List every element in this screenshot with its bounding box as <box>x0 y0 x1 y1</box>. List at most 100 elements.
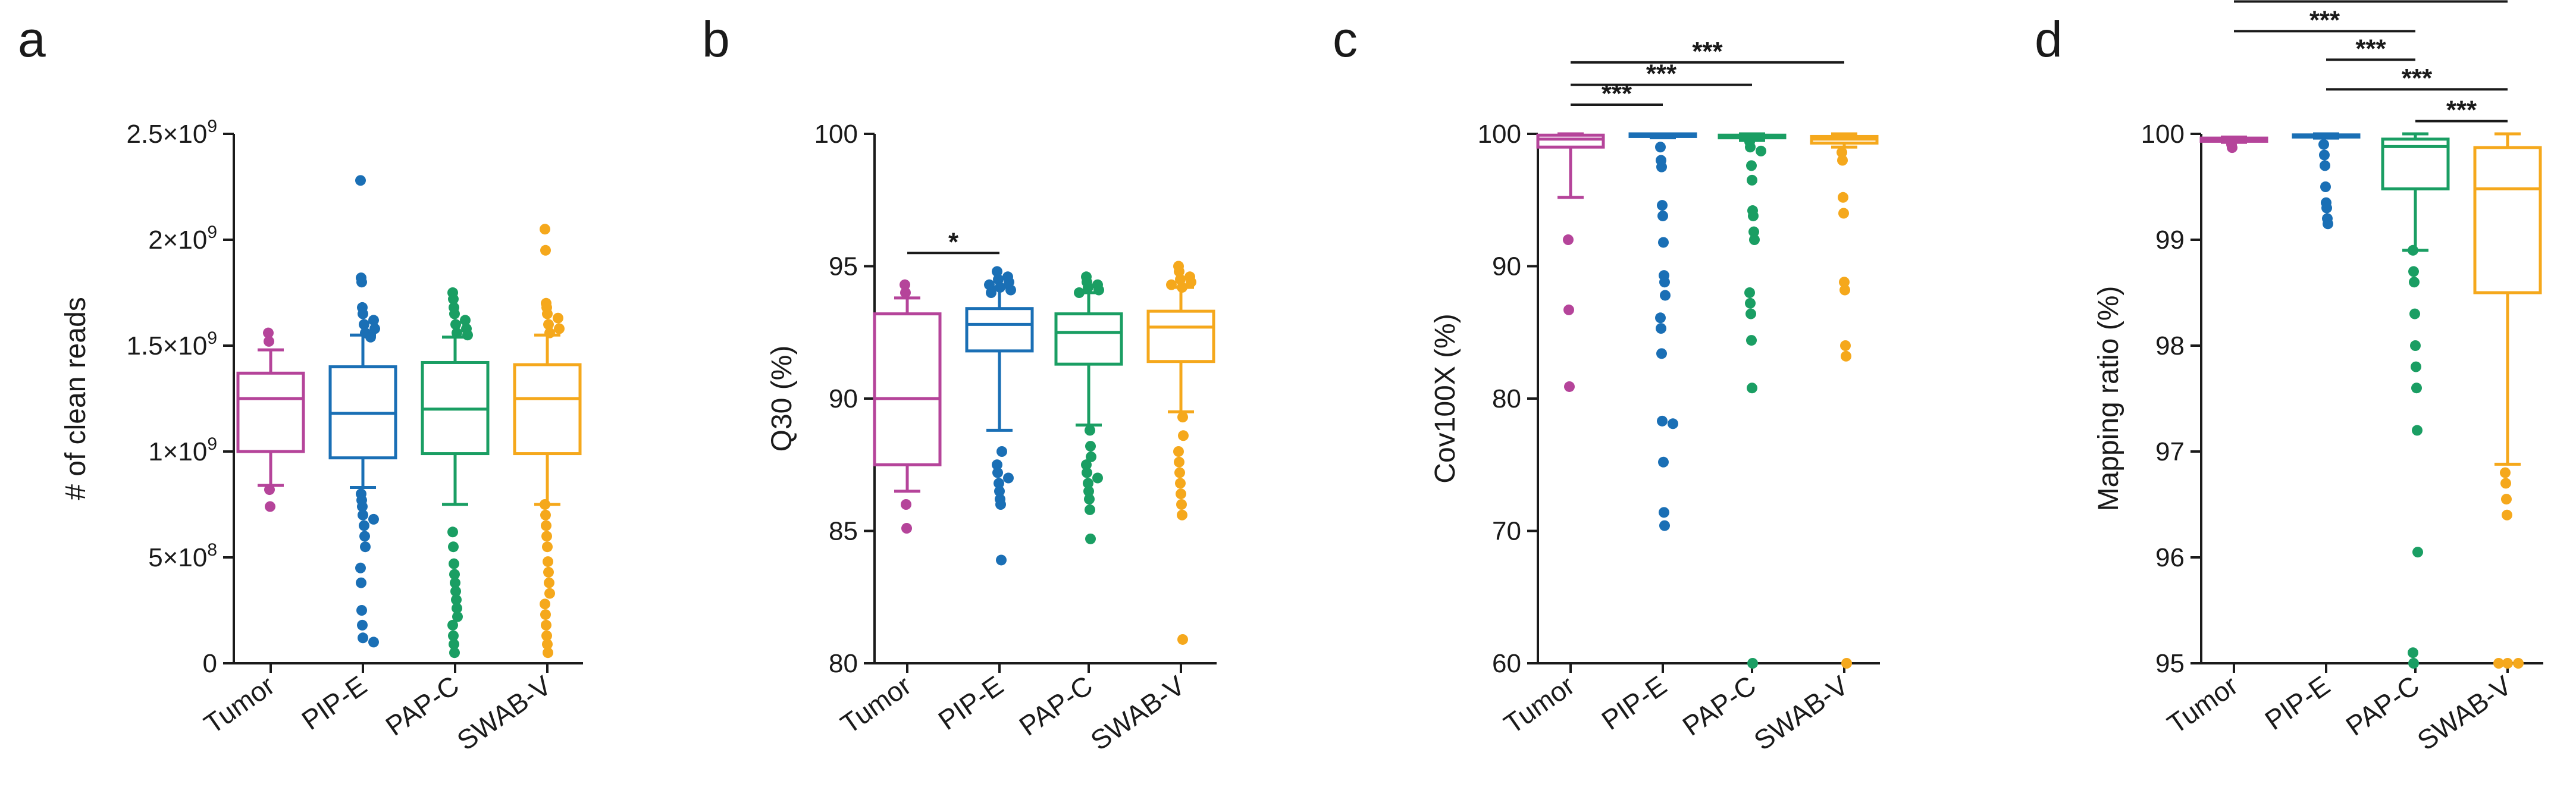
y-tick-label: 100 <box>1478 120 1521 149</box>
outlier-point <box>992 467 1003 478</box>
outlier-point <box>540 509 551 521</box>
y-tick-label: 60 <box>1492 649 1521 678</box>
y-axis-label: Cov100X (%) <box>1430 313 1461 483</box>
outlier-point <box>449 647 460 659</box>
outlier-point <box>450 577 460 588</box>
outlier-point <box>365 331 376 343</box>
significance-label: *** <box>2446 96 2477 125</box>
outlier-point <box>263 327 274 338</box>
outlier-point <box>1074 287 1085 298</box>
outlier-point <box>544 577 554 588</box>
outlier-point <box>542 308 553 319</box>
x-tick-label: SWAB-V <box>452 669 557 756</box>
box-pap-c <box>1054 312 1123 366</box>
outlier-point <box>1005 284 1016 296</box>
outlier-point <box>2502 509 2512 521</box>
y-tick-label: 2×109 <box>148 222 217 255</box>
y-tick-label: 95 <box>2155 649 2185 678</box>
y-tick-label: 90 <box>829 384 858 413</box>
outlier-point <box>2500 467 2511 478</box>
outlier-point <box>355 175 366 186</box>
outlier-point <box>2408 266 2419 277</box>
outlier-point <box>1564 381 1575 392</box>
outlier-point <box>1655 312 1666 324</box>
significance-label: *** <box>2402 64 2433 93</box>
outlier-point <box>986 287 996 298</box>
significance-label: *** <box>1646 59 1677 89</box>
y-tick-exponent: 9 <box>207 434 217 454</box>
outlier-point <box>357 619 368 631</box>
outlier-point <box>2320 160 2330 171</box>
x-tick-label: PIP-E <box>932 670 1008 736</box>
outlier-point <box>2320 181 2331 192</box>
outlier-point <box>1174 456 1184 468</box>
outlier-point <box>356 277 367 288</box>
significance-label: * <box>948 227 959 256</box>
outlier-point <box>1659 520 1670 531</box>
x-tick-label: PIP-E <box>1596 670 1672 736</box>
significance-label: *** <box>2355 34 2386 63</box>
significance-label: *** <box>1602 79 1632 108</box>
outlier-point <box>1177 509 1187 521</box>
x-tick-label: SWAB-V <box>2412 669 2517 756</box>
y-tick-exponent: 8 <box>207 540 217 560</box>
outlier-point <box>1747 174 1757 186</box>
outlier-point <box>360 541 371 553</box>
outlier-point <box>1838 208 1849 219</box>
outlier-point <box>1563 304 1574 315</box>
box-pip-e <box>965 307 1034 353</box>
y-tick-label: 1.5×109 <box>127 328 218 360</box>
outlier-point <box>2408 658 2419 669</box>
outlier-point <box>1085 425 1095 436</box>
outlier-point <box>358 632 368 644</box>
y-tick-label: 80 <box>1492 384 1521 413</box>
y-tick-label: 2.5×109 <box>127 117 218 149</box>
x-tick-label: Tumor <box>1498 670 1580 740</box>
outlier-point <box>447 526 458 538</box>
outlier-point <box>994 485 1005 497</box>
outlier-point <box>368 513 379 525</box>
outlier-point <box>1085 533 1096 544</box>
outlier-point <box>1748 226 1759 237</box>
outlier-point <box>1177 282 1187 293</box>
panel-d: d 95 96 97 98 99 100 Mapping ratio (%) Tumor PIP-… <box>2035 0 2543 756</box>
outlier-point <box>540 609 551 620</box>
y-tick-exponent: 9 <box>207 117 217 136</box>
outlier-point <box>540 499 550 510</box>
outlier-point <box>1746 335 1757 346</box>
y-tick-label: 97 <box>2155 437 2185 466</box>
outlier-point <box>1083 478 1093 489</box>
outlier-point <box>1178 430 1189 441</box>
outlier-point <box>2409 277 2420 288</box>
outlier-point <box>1083 282 1093 293</box>
box-tumor <box>236 371 305 453</box>
outlier-point <box>541 520 551 531</box>
outlier-point <box>1174 467 1185 478</box>
outlier-point <box>994 478 1004 489</box>
outlier-point <box>543 556 553 568</box>
outlier-point <box>1166 279 1177 290</box>
box-swab-v <box>1146 309 1215 363</box>
outlier-point <box>1657 210 1668 221</box>
outlier-point <box>1003 472 1014 484</box>
outlier-point <box>1092 472 1103 484</box>
outlier-point <box>452 327 462 338</box>
outlier-point <box>1173 446 1184 457</box>
y-tick-label: 70 <box>1492 517 1521 546</box>
significance-label: *** <box>2309 5 2340 35</box>
panel-letter: b <box>702 11 730 67</box>
outlier-point <box>1838 192 1848 203</box>
outlier-point <box>1747 383 1757 394</box>
outlier-point <box>900 279 910 290</box>
outlier-point <box>358 509 368 521</box>
outlier-point <box>1745 308 1756 319</box>
box-swab-v <box>2473 146 2542 294</box>
outlier-point <box>1175 478 1186 489</box>
outlier-point <box>1659 277 1670 288</box>
outlier-point <box>359 319 369 330</box>
outlier-point <box>1082 467 1092 478</box>
outlier-point <box>356 577 366 588</box>
